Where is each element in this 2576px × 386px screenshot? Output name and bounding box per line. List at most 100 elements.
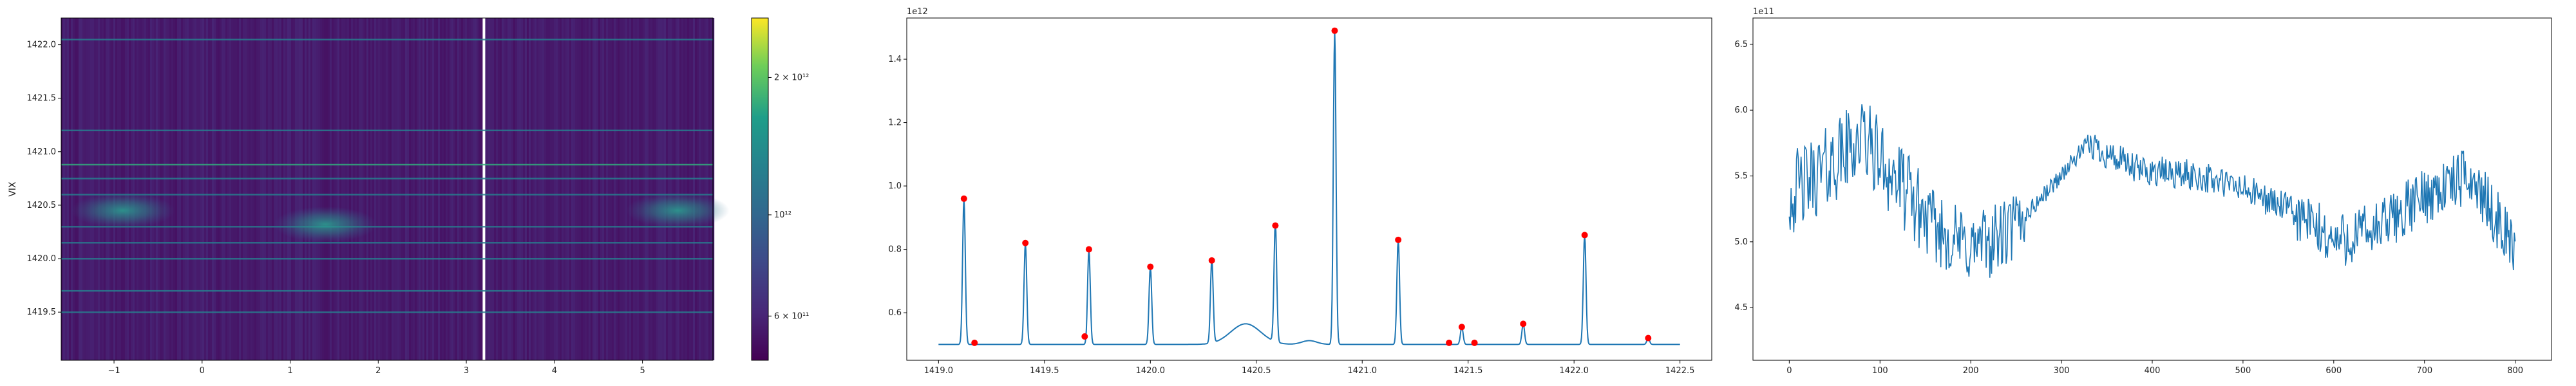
heatmap-column — [140, 18, 143, 360]
heatmap-column — [635, 18, 638, 360]
noise-panel: 0 100 200 300 400 500 600 700 800 4.5 5.0 5.5 6.0 6.… — [1734, 7, 2552, 376]
peak-marker — [1520, 320, 1527, 327]
heatmap-column — [407, 18, 410, 360]
heatmap-column — [247, 18, 249, 360]
heatmap-column — [438, 18, 440, 360]
heatmap-column — [256, 18, 259, 360]
heatmap-column — [453, 18, 456, 360]
heatmap-column — [196, 18, 199, 360]
peaks-series-line — [938, 30, 1680, 345]
noise-y-tick-label: 6.0 — [1734, 106, 1748, 115]
heatmap-column — [610, 18, 612, 360]
heatmap-column — [310, 18, 313, 360]
heatmap-column — [241, 18, 243, 360]
heatmap-column — [262, 18, 265, 360]
heatmap-blob — [71, 192, 175, 229]
heatmap-column — [171, 18, 174, 360]
heatmap-column — [194, 18, 197, 360]
heatmap-column — [303, 18, 305, 360]
heatmap-column — [569, 18, 572, 360]
heatmap-column — [156, 18, 158, 360]
heatmap-column — [390, 18, 392, 360]
heatmap-column — [312, 18, 315, 360]
heatmap-column — [602, 18, 605, 360]
heatmap-column — [239, 18, 242, 360]
peaks-x-tick-label: 1422.0 — [1559, 366, 1589, 376]
heatmap-column — [693, 18, 696, 360]
heatmap-column — [295, 18, 298, 360]
heatmap-column — [326, 18, 328, 360]
colorbar-tick-label: 10¹² — [774, 210, 791, 220]
heatmap-column — [251, 18, 253, 360]
peaks-y-tick-label: 0.6 — [888, 308, 902, 318]
heatmap-column — [519, 18, 522, 360]
heatmap-column — [318, 18, 321, 360]
heatmap-line — [61, 242, 713, 244]
heatmap-column — [598, 18, 601, 360]
noise-x-ticks: 0 100 200 300 400 500 600 700 800 — [1786, 360, 2523, 376]
noise-x-tick-label: 700 — [2416, 366, 2432, 376]
heatmap-column — [235, 18, 238, 360]
heatmap-column — [252, 18, 255, 360]
heatmap-column — [382, 18, 384, 360]
heatmap-column — [142, 18, 145, 360]
heatmap-column — [260, 18, 263, 360]
heatmap-column — [220, 18, 222, 360]
peaks-offset-label: 1e12 — [907, 7, 928, 17]
heatmap-column — [652, 18, 655, 360]
heatmap-column — [457, 18, 460, 360]
heatmap-column — [291, 18, 294, 360]
heatmap-column — [102, 18, 104, 360]
heatmap-column — [637, 18, 639, 360]
heatmap-column — [152, 18, 155, 360]
heatmap-column — [676, 18, 678, 360]
heatmap-column — [432, 18, 435, 360]
heatmap-y-tick-label: 1422.0 — [27, 41, 57, 50]
heatmap-column — [620, 18, 622, 360]
heatmap-column — [666, 18, 668, 360]
heatmap-column — [606, 18, 609, 360]
heatmap-column — [517, 18, 520, 360]
heatmap-column — [415, 18, 417, 360]
heatmap-column — [191, 18, 193, 360]
heatmap-column — [426, 18, 429, 360]
peaks-x-ticks: 1419.0 1419.5 1420.0 1420.5 1421.0 1421.5 1422… — [924, 360, 1694, 376]
heatmap-column — [274, 18, 276, 360]
heatmap-column — [351, 18, 354, 360]
heatmap-y-tick-label: 1421.0 — [27, 147, 57, 157]
heatmap-y-tick-label: 1419.5 — [27, 308, 57, 317]
heatmap-y-label: VIX — [8, 181, 18, 197]
heatmap-column — [677, 18, 680, 360]
heatmap-column — [417, 18, 419, 360]
heatmap-column — [513, 18, 516, 360]
heatmap-column — [409, 18, 412, 360]
heatmap-column — [208, 18, 211, 360]
heatmap-column — [189, 18, 191, 360]
heatmap-column — [664, 18, 667, 360]
peak-marker — [1395, 236, 1402, 243]
heatmap-column — [148, 18, 151, 360]
heatmap-column — [347, 18, 350, 360]
heatmap-column — [345, 18, 348, 360]
heatmap-column — [521, 18, 524, 360]
heatmap-column — [285, 18, 288, 360]
heatmap-column — [63, 18, 66, 360]
heatmap-x-tick-label: 1 — [287, 366, 292, 376]
heatmap-column — [254, 18, 257, 360]
heatmap-column — [689, 18, 692, 360]
heatmap-column — [475, 18, 477, 360]
heatmap-column — [245, 18, 247, 360]
heatmap-column — [61, 18, 64, 360]
heatmap-column — [181, 18, 184, 360]
heatmap-column — [573, 18, 576, 360]
heatmap-column — [264, 18, 267, 360]
heatmap-column — [587, 18, 589, 360]
heatmap-column — [699, 18, 701, 360]
heatmap-column — [395, 18, 398, 360]
heatmap-column — [641, 18, 643, 360]
heatmap-column — [511, 18, 514, 360]
heatmap-column — [608, 18, 611, 360]
heatmap-column — [540, 18, 543, 360]
heatmap-column — [428, 18, 431, 360]
